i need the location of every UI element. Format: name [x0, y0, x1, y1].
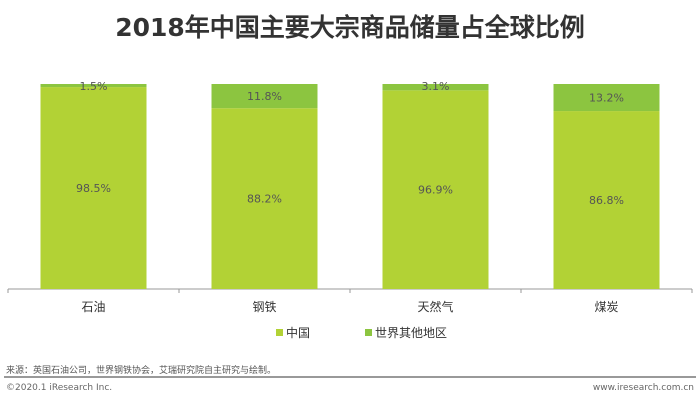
chart-title: 2018年中国主要大宗商品储量占全球比例 — [115, 13, 585, 42]
bar-china — [553, 111, 660, 289]
website-url: www.iresearch.com.cn — [592, 383, 694, 393]
data-label: 11.8% — [247, 90, 282, 103]
legend-swatch — [276, 329, 283, 336]
footer-divider — [4, 376, 696, 378]
data-label: 1.5% — [80, 80, 108, 93]
data-label: 98.5% — [76, 182, 111, 195]
legend-label: 中国 — [286, 325, 310, 340]
data-label: 3.1% — [422, 80, 450, 93]
bar-china — [40, 87, 147, 289]
source-note: 来源：英国石油公司，世界钢铁协会，艾瑞研究院自主研究与绘制。 — [6, 366, 277, 376]
data-label: 96.9% — [418, 184, 453, 197]
legend-label: 世界其他地区 — [375, 326, 447, 340]
x-tick-label: 石油 — [81, 300, 105, 314]
x-tick-label: 煤炭 — [594, 300, 618, 314]
bar-rest-of-world — [553, 84, 660, 112]
x-tick-label: 钢铁 — [252, 300, 276, 314]
data-label: 13.2% — [589, 92, 624, 105]
bar-rest-of-world — [211, 84, 318, 109]
bar-china — [211, 108, 318, 289]
bar-china — [382, 90, 489, 289]
bar-rest-of-world — [40, 84, 147, 88]
legend-swatch — [365, 329, 372, 336]
x-tick-label: 天然气 — [417, 299, 453, 314]
copyright: ©2020.1 iResearch Inc. — [6, 383, 113, 393]
data-label: 88.2% — [247, 193, 282, 206]
data-label: 86.8% — [589, 194, 624, 207]
bar-rest-of-world — [382, 84, 489, 91]
stacked-bar-chart: 98.5% 1.5% 石油 88.2% 11.8% 钢铁 96.9% 3.1% 天然气 86.8%… — [7, 80, 693, 340]
